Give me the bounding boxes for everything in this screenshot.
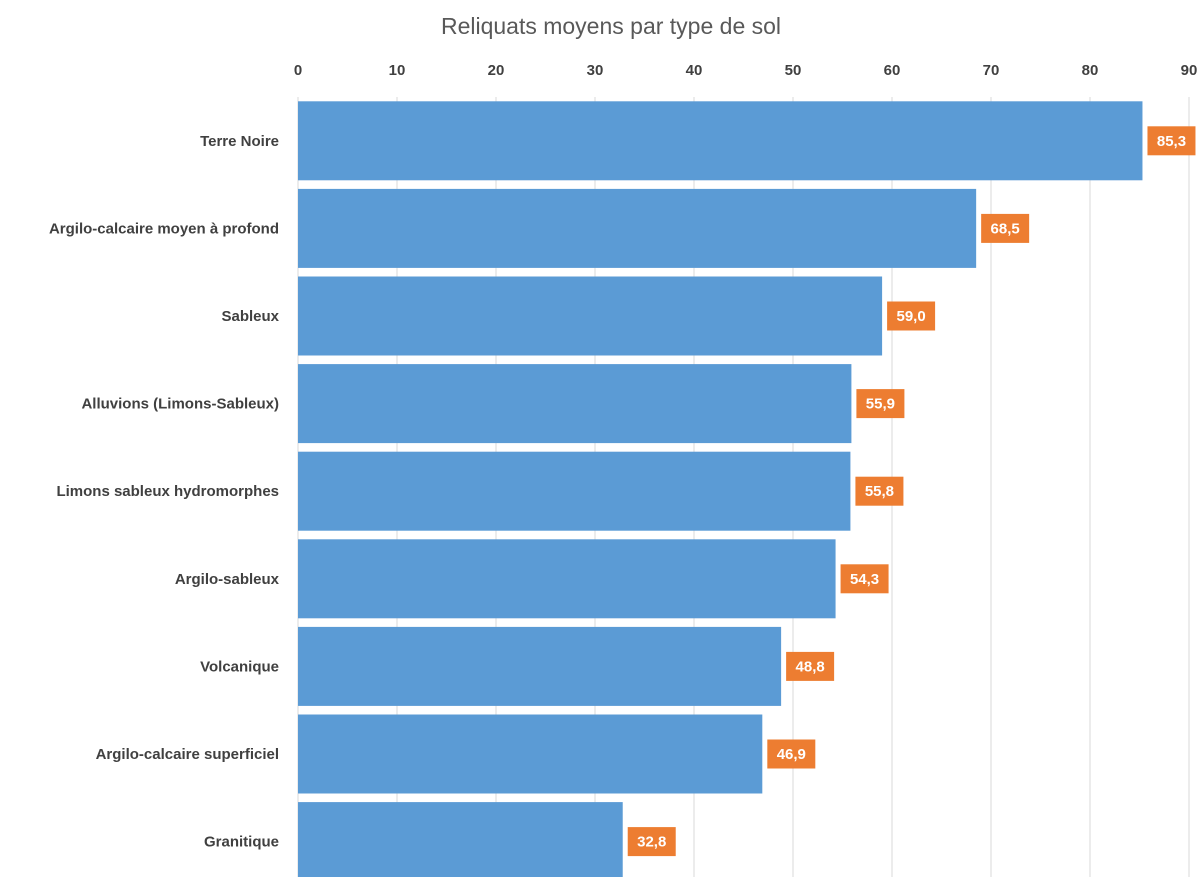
x-tick-label-0: 0 bbox=[294, 62, 302, 79]
data-label-bg-7 bbox=[767, 739, 816, 769]
data-label-bg-0 bbox=[1147, 126, 1196, 156]
bars bbox=[298, 101, 1143, 877]
category-label-3: Alluvions (Limons-Sableux) bbox=[81, 396, 279, 413]
bar-2 bbox=[298, 276, 883, 356]
x-tick-label-20: 20 bbox=[488, 62, 505, 79]
x-axis-ticks: 0 10 20 30 40 50 60 70 80 90 bbox=[294, 62, 1198, 79]
x-tick-label-10: 10 bbox=[389, 62, 406, 79]
data-label-7: 46,9 bbox=[767, 739, 816, 769]
category-label-0: Terre Noire bbox=[200, 133, 279, 150]
data-label-bg-4 bbox=[855, 476, 904, 506]
data-labels: 85,3 68,5 59,0 55,9 55,8 54,3 48,8 46,9 32,8 bbox=[627, 126, 1196, 857]
category-labels: Terre Noire Argilo-calcaire moyen à profo… bbox=[49, 133, 280, 851]
bar-6 bbox=[298, 626, 782, 706]
category-label-8: Granitique bbox=[204, 834, 279, 851]
bar-4 bbox=[298, 451, 851, 531]
data-label-text-2: 59,0 bbox=[896, 308, 925, 325]
data-label-3: 55,9 bbox=[856, 389, 905, 419]
category-label-2: Sableux bbox=[221, 308, 279, 325]
category-label-1: Argilo-calcaire moyen à profond bbox=[49, 220, 279, 237]
data-label-bg-8 bbox=[627, 827, 676, 857]
bar-5 bbox=[298, 539, 836, 619]
data-label-text-5: 54,3 bbox=[850, 571, 879, 588]
category-label-4: Limons sableux hydromorphes bbox=[56, 483, 279, 500]
data-label-bg-6 bbox=[786, 651, 835, 681]
data-label-bg-2 bbox=[887, 301, 936, 331]
data-label-text-4: 55,8 bbox=[865, 483, 894, 500]
data-label-bg-3 bbox=[856, 389, 905, 419]
x-tick-label-90: 90 bbox=[1181, 62, 1198, 79]
data-label-text-8: 32,8 bbox=[637, 834, 666, 851]
data-label-text-0: 85,3 bbox=[1157, 133, 1186, 150]
category-label-5: Argilo-sableux bbox=[175, 571, 280, 588]
x-tick-label-80: 80 bbox=[1082, 62, 1099, 79]
bar-7 bbox=[298, 714, 763, 794]
data-label-text-6: 48,8 bbox=[796, 658, 825, 675]
data-label-5: 54,3 bbox=[840, 564, 889, 594]
data-label-bg-1 bbox=[981, 213, 1030, 243]
x-tick-label-40: 40 bbox=[686, 62, 703, 79]
x-tick-label-50: 50 bbox=[785, 62, 802, 79]
data-label-text-7: 46,9 bbox=[777, 746, 806, 763]
bar-3 bbox=[298, 364, 852, 444]
data-label-4: 55,8 bbox=[855, 476, 904, 506]
bar-8 bbox=[298, 802, 623, 877]
data-label-bg-5 bbox=[840, 564, 889, 594]
x-tick-label-30: 30 bbox=[587, 62, 604, 79]
chart-title: Reliquats moyens par type de sol bbox=[441, 13, 781, 39]
data-label-6: 48,8 bbox=[786, 651, 835, 681]
data-label-text-3: 55,9 bbox=[866, 396, 895, 413]
data-label-8: 32,8 bbox=[627, 827, 676, 857]
x-tick-label-70: 70 bbox=[983, 62, 1000, 79]
x-tick-label-60: 60 bbox=[884, 62, 901, 79]
category-label-6: Volcanique bbox=[200, 658, 279, 675]
data-label-0: 85,3 bbox=[1147, 126, 1196, 156]
bar-0 bbox=[298, 101, 1143, 181]
data-label-text-1: 68,5 bbox=[991, 220, 1020, 237]
data-label-1: 68,5 bbox=[981, 213, 1030, 243]
bar-1 bbox=[298, 188, 977, 268]
data-label-2: 59,0 bbox=[887, 301, 936, 331]
category-label-7: Argilo-calcaire superficiel bbox=[96, 746, 279, 763]
